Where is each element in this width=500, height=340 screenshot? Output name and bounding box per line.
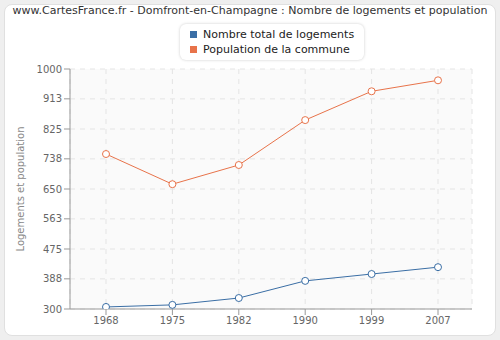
svg-text:563: 563 <box>43 213 62 224</box>
svg-text:388: 388 <box>43 273 62 284</box>
svg-text:475: 475 <box>43 244 62 255</box>
svg-text:1968: 1968 <box>93 315 118 326</box>
svg-text:650: 650 <box>43 184 62 195</box>
svg-text:1999: 1999 <box>359 315 384 326</box>
html-text:Population de la commune: Population de la commune <box>203 43 350 56</box>
svg-text:1982: 1982 <box>226 315 251 326</box>
svg-text:2007: 2007 <box>425 315 450 326</box>
svg-text:913: 913 <box>43 93 62 104</box>
svg-text:738: 738 <box>43 153 62 164</box>
svg-text:1975: 1975 <box>160 315 185 326</box>
svg-text:1000: 1000 <box>37 64 62 75</box>
svg-text:1990: 1990 <box>292 315 317 326</box>
html-text:www.CartesFrance.fr - Domfront: www.CartesFrance.fr - Domfront-en-Champa… <box>12 4 488 17</box>
svg-text:825: 825 <box>43 124 62 135</box>
svg-text:Logements et population: Logements et population <box>15 126 26 251</box>
html-text:Nombre total de logements: Nombre total de logements <box>203 28 355 41</box>
svg-text:300: 300 <box>43 304 62 315</box>
